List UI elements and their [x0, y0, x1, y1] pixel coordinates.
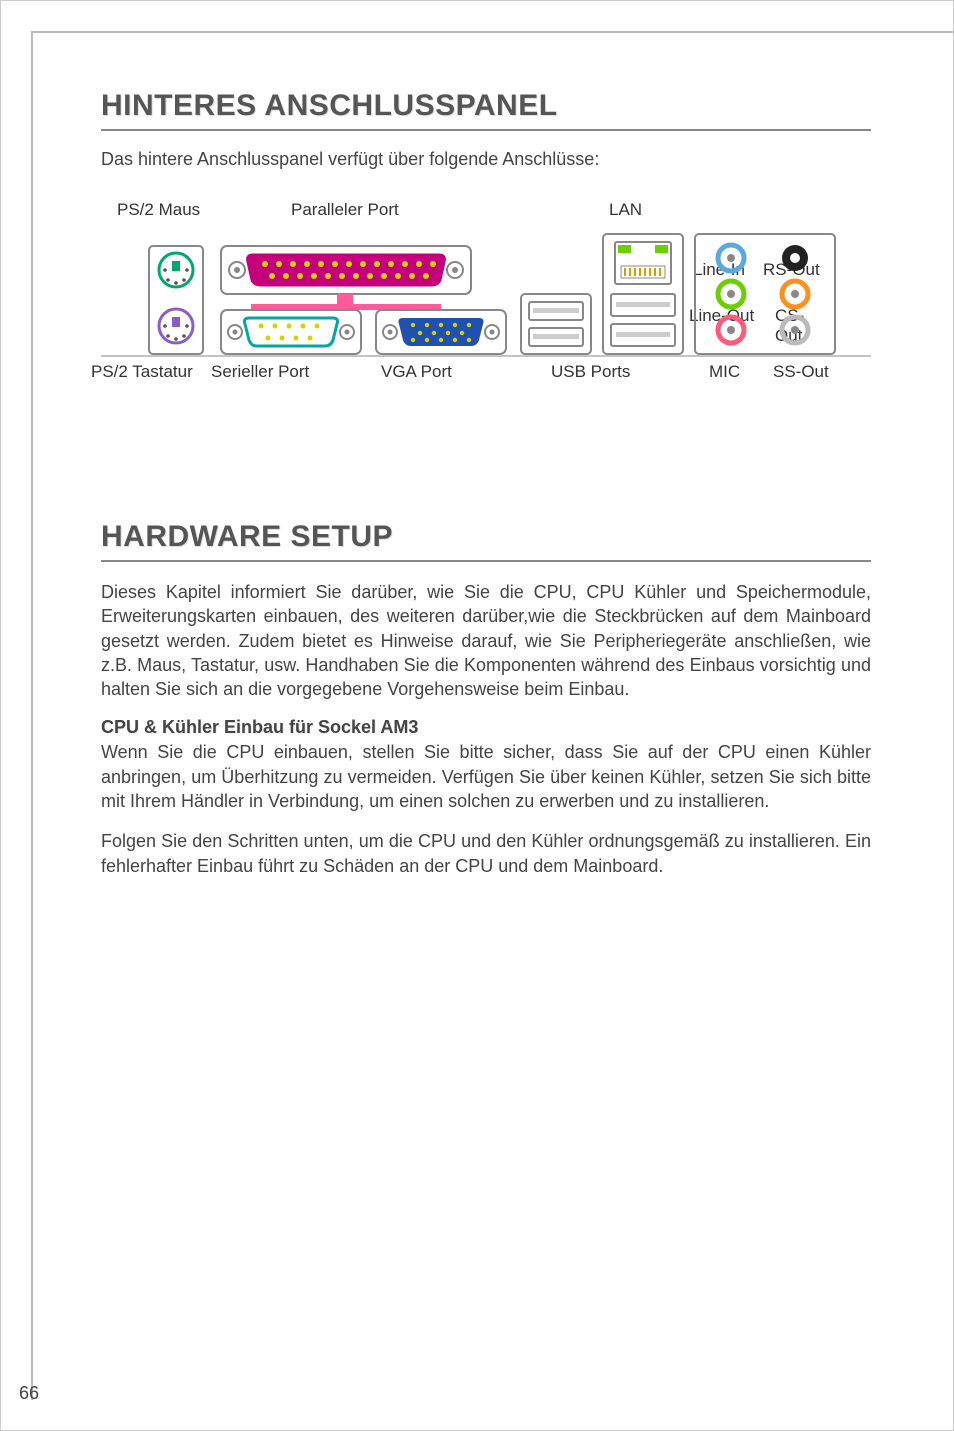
vga-port — [376, 310, 506, 354]
label-mic: MIC — [709, 362, 740, 382]
section2-para1: Dieses Kapitel informiert Sie darüber, w… — [101, 580, 871, 701]
section1-intro: Das hintere Anschlusspanel verfügt über … — [101, 149, 871, 170]
section2-para2: Wenn Sie die CPU einbauen, stellen Sie b… — [101, 740, 871, 813]
label-serial: Serieller Port — [211, 362, 309, 382]
label-ps2-mouse: PS/2 Maus — [117, 200, 200, 220]
rear-panel-svg — [101, 228, 871, 368]
section2-para3: Folgen Sie den Schritten unten, um die C… — [101, 829, 871, 878]
page: HINTERES ANSCHLUSSPANEL Das hintere Ansc… — [0, 0, 954, 1431]
label-ps2-keyboard: PS/2 Tastatur — [91, 362, 193, 382]
usb-block-1 — [521, 294, 591, 354]
label-lan: LAN — [609, 200, 642, 220]
serial-port — [221, 310, 361, 354]
section2: HARDWARE SETUP Dieses Kapitel informiert… — [101, 520, 871, 878]
label-parallel: Paralleler Port — [291, 200, 399, 220]
label-usb: USB Ports — [551, 362, 630, 382]
lan-usb-block — [603, 234, 683, 354]
page-number: 66 — [19, 1383, 39, 1404]
content-area: HINTERES ANSCHLUSSPANEL Das hintere Ansc… — [101, 89, 871, 894]
ps2-block — [149, 246, 203, 354]
section2-heading: HARDWARE SETUP — [101, 520, 871, 562]
section1-heading: HINTERES ANSCHLUSSPANEL — [101, 89, 871, 131]
section2-subhead: CPU & Kühler Einbau für Sockel AM3 — [101, 717, 871, 738]
audio-block — [695, 234, 835, 354]
rear-panel-diagram: PS/2 Maus Paralleler Port LAN Line-In RS… — [61, 200, 831, 400]
label-ss-out: SS-Out — [773, 362, 829, 382]
label-vga: VGA Port — [381, 362, 452, 382]
parallel-port — [221, 246, 471, 294]
